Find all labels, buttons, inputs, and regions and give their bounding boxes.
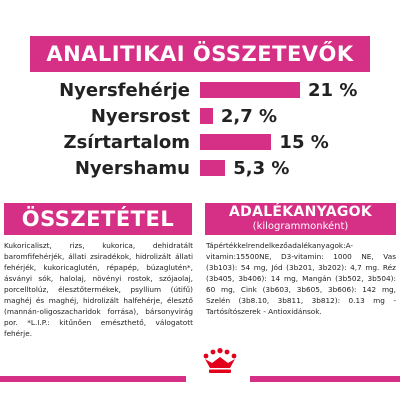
additives-subheading: (kilogrammonként) [252,221,349,232]
analytic-label: Nyersfehérje [59,79,190,101]
analytic-row: Nyersrost 2,7 % [0,104,400,128]
analytic-label: Nyershamu [74,157,190,179]
analytic-bar [200,108,213,124]
analytic-value: 2,7 % [220,105,278,127]
analytic-row: Nyershamu 5,3 % [0,156,400,180]
analytic-bar [200,134,272,150]
royal-canin-crown-logo [203,348,237,373]
additives-heading: ADALÉKANYAGOK [229,204,372,220]
analytical-constituents-title: ANALITIKAI ÖSSZETEVŐK [30,36,370,72]
analytic-label: Nyersrost [90,105,190,127]
analytic-value: 21 % [308,79,358,101]
analytic-bar [200,82,300,98]
additives-heading-box: ADALÉKANYAGOK (kilogrammonként) [205,203,396,235]
analytic-row: Nyersfehérje 21 % [0,78,400,102]
analytic-value: 15 % [279,131,329,153]
analytic-label: Zsírtartalom [63,131,190,153]
analytic-row: Zsírtartalom 15 % [0,130,400,154]
composition-text: Kukoricaliszt, rizs, kukorica, dehidratá… [4,241,193,338]
composition-heading: ÖSSZETÉTEL [4,203,192,235]
additives-text: Tápértékkelrendelkezőadalékanyagok:A-vit… [206,241,396,316]
analytic-bar [200,160,226,176]
analytic-value: 5,3 % [233,157,290,179]
footer-logo-gap [186,372,250,386]
